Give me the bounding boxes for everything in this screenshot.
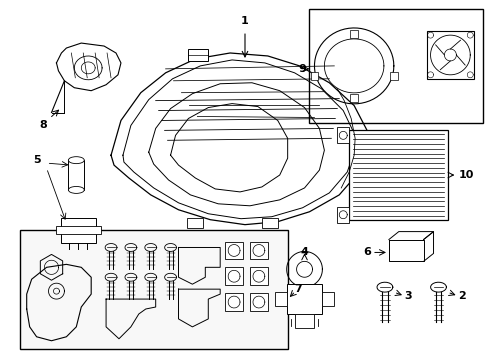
Bar xyxy=(337,127,348,143)
Text: 2: 2 xyxy=(457,291,465,301)
Bar xyxy=(426,31,473,79)
Bar xyxy=(349,30,357,38)
Bar xyxy=(349,94,357,102)
Bar xyxy=(310,72,318,80)
Bar xyxy=(274,292,286,306)
Bar xyxy=(188,49,208,61)
Bar xyxy=(224,242,243,260)
Bar xyxy=(249,267,267,285)
Text: 9: 9 xyxy=(298,64,306,74)
Bar xyxy=(286,284,322,314)
Bar xyxy=(262,218,277,228)
Bar xyxy=(187,218,203,228)
Bar xyxy=(322,292,334,306)
Text: 8: 8 xyxy=(40,121,47,130)
Bar xyxy=(68,160,84,190)
Bar xyxy=(249,242,267,260)
Bar xyxy=(337,207,348,223)
Bar xyxy=(294,314,314,328)
Ellipse shape xyxy=(68,186,84,193)
Bar xyxy=(348,130,447,220)
Text: 5: 5 xyxy=(33,155,41,165)
Text: 3: 3 xyxy=(404,291,411,301)
Text: 7: 7 xyxy=(294,284,302,294)
Bar xyxy=(249,293,267,311)
Text: 4: 4 xyxy=(300,247,308,257)
Bar xyxy=(224,267,243,285)
Text: 6: 6 xyxy=(363,247,370,257)
Ellipse shape xyxy=(68,157,84,164)
Bar xyxy=(20,230,287,349)
Text: 10: 10 xyxy=(457,170,473,180)
Bar xyxy=(309,9,482,123)
Bar xyxy=(61,218,96,243)
Bar xyxy=(56,226,101,234)
Bar xyxy=(224,293,243,311)
Text: 1: 1 xyxy=(241,16,248,26)
Bar xyxy=(389,72,397,80)
